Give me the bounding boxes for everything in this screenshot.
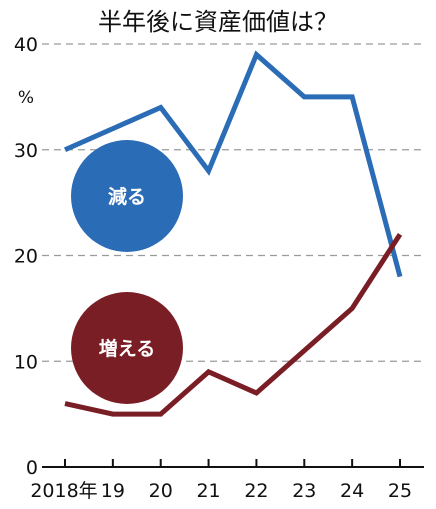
series-name: 減る — [108, 185, 146, 208]
series-badge — [71, 292, 183, 404]
x-tick-label: 23 — [292, 480, 316, 502]
x-tick-label: 2018年 — [30, 480, 97, 502]
y-tick-label: 0 — [26, 457, 38, 479]
chart-title: 半年後に資産価値は？ — [98, 8, 338, 36]
x-tick-label: 24 — [340, 480, 364, 502]
y-tick-label: 10 — [14, 351, 38, 373]
y-tick-label: 40 — [14, 34, 38, 56]
series-name: 増える — [99, 337, 155, 360]
unit-label: % — [18, 88, 34, 108]
x-tick-label: 19 — [101, 480, 125, 502]
series-badge — [71, 140, 183, 252]
y-tick-label: 20 — [14, 246, 38, 268]
series-line-0 — [63, 50, 403, 278]
x-tick-label: 22 — [244, 480, 268, 502]
x-tick-label: 21 — [196, 480, 220, 502]
x-tick-label: 25 — [388, 480, 412, 502]
series-lines — [63, 50, 403, 417]
x-axis: 2018年 19 20 21 22 23 24 25 — [30, 459, 424, 502]
series-line-1 — [64, 232, 403, 417]
y-tick-labels: 0 10 20 30 40 — [14, 34, 38, 479]
y-tick-label: 30 — [14, 140, 38, 162]
x-tick-label: 20 — [149, 480, 173, 502]
